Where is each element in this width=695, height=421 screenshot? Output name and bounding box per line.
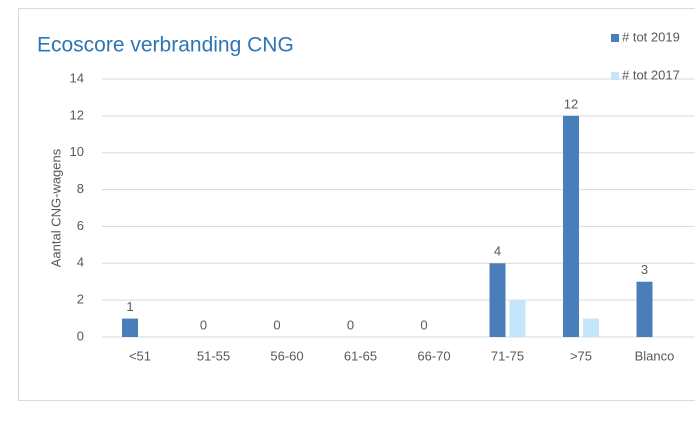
chart-title: Ecoscore verbranding CNG	[37, 34, 294, 57]
legend-label: # tot 2019	[622, 29, 680, 44]
chart-border	[18, 8, 695, 401]
y-tick-label: 4	[77, 255, 84, 270]
legend-label: # tot 2017	[622, 67, 680, 82]
y-tick-label: 2	[77, 292, 84, 307]
y-tick-label: 8	[77, 181, 84, 196]
y-tick-label: 10	[70, 144, 84, 159]
y-tick-label: 14	[70, 70, 84, 85]
data-label: 0	[200, 317, 207, 332]
legend-swatch	[611, 34, 619, 42]
x-tick-label: <51	[129, 348, 151, 363]
x-tick-label: 51-55	[197, 348, 230, 363]
x-tick-label: >75	[570, 348, 592, 363]
x-tick-label: 66-70	[417, 348, 450, 363]
x-tick-label: 61-65	[344, 348, 377, 363]
bar	[563, 115, 579, 337]
data-label: 0	[347, 317, 354, 332]
data-label: 1	[126, 299, 133, 314]
x-tick-label: 71-75	[491, 348, 524, 363]
bar	[489, 263, 506, 337]
data-label: 3	[641, 262, 648, 277]
data-label: 0	[420, 317, 427, 332]
data-label: 4	[494, 244, 501, 259]
legend-swatch	[611, 72, 619, 80]
bar	[583, 318, 599, 337]
data-label: 0	[273, 317, 280, 332]
bar	[636, 281, 653, 337]
bar	[509, 300, 526, 337]
y-axis-label: Aantal CNG-wagens	[48, 148, 63, 267]
x-tick-label: Blanco	[635, 348, 675, 363]
data-label: 12	[564, 96, 578, 111]
bar	[122, 318, 138, 337]
y-tick-label: 12	[70, 107, 84, 122]
y-tick-label: 0	[77, 328, 84, 343]
x-tick-label: 56-60	[270, 348, 303, 363]
y-tick-label: 6	[77, 218, 84, 233]
